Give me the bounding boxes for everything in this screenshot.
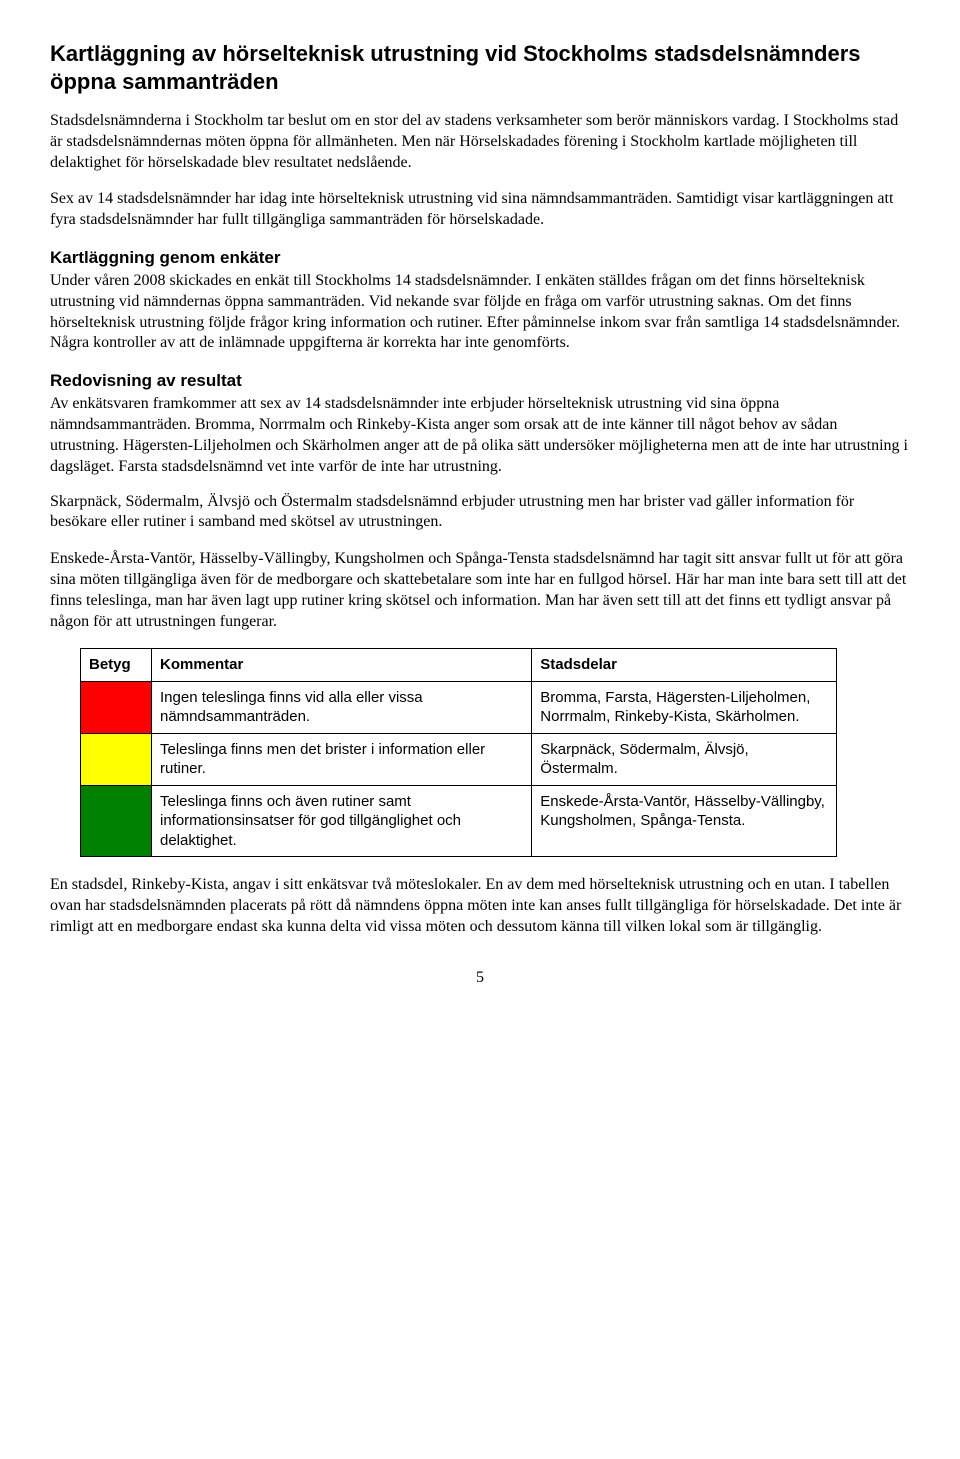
- table-row: Teleslinga finns men det brister i infor…: [81, 733, 837, 785]
- table-row: Ingen teleslinga finns vid alla eller vi…: [81, 681, 837, 733]
- rating-districts: Bromma, Farsta, Hägersten-Liljeholmen, N…: [532, 681, 837, 733]
- rating-comment: Teleslinga finns men det brister i infor…: [152, 733, 532, 785]
- rating-color-cell: [81, 785, 152, 857]
- intro-paragraph-1: Stadsdelsnämnderna i Stockholm tar beslu…: [50, 111, 910, 173]
- section-heading-survey: Kartläggning genom enkäter: [50, 247, 910, 269]
- rating-comment: Teleslinga finns och även rutiner samt i…: [152, 785, 532, 857]
- closing-paragraph: En stadsdel, Rinkeby-Kista, angav i sitt…: [50, 875, 910, 937]
- rating-districts: Skarpnäck, Södermalm, Älvsjö, Östermalm.: [532, 733, 837, 785]
- page-number: 5: [50, 968, 910, 989]
- intro-paragraph-2: Sex av 14 stadsdelsnämnder har idag inte…: [50, 189, 910, 231]
- table-header-row: Betyg Kommentar Stadsdelar: [81, 649, 837, 682]
- table-header-stadsdelar: Stadsdelar: [532, 649, 837, 682]
- table-header-kommentar: Kommentar: [152, 649, 532, 682]
- rating-districts: Enskede-Årsta-Vantör, Hässelby-Vällingby…: [532, 785, 837, 857]
- results-paragraph-1: Av enkätsvaren framkommer att sex av 14 …: [50, 394, 910, 477]
- rating-color-cell: [81, 733, 152, 785]
- section-heading-results: Redovisning av resultat: [50, 370, 910, 392]
- page-title: Kartläggning av hörselteknisk utrustning…: [50, 40, 910, 95]
- ratings-table: Betyg Kommentar Stadsdelar Ingen telesli…: [80, 648, 837, 857]
- table-row: Teleslinga finns och även rutiner samt i…: [81, 785, 837, 857]
- table-header-betyg: Betyg: [81, 649, 152, 682]
- section-body-survey: Under våren 2008 skickades en enkät till…: [50, 271, 910, 354]
- results-paragraph-2: Skarpnäck, Södermalm, Älvsjö och Österma…: [50, 492, 910, 534]
- results-paragraph-3: Enskede-Årsta-Vantör, Hässelby-Vällingby…: [50, 549, 910, 632]
- rating-color-cell: [81, 681, 152, 733]
- rating-comment: Ingen teleslinga finns vid alla eller vi…: [152, 681, 532, 733]
